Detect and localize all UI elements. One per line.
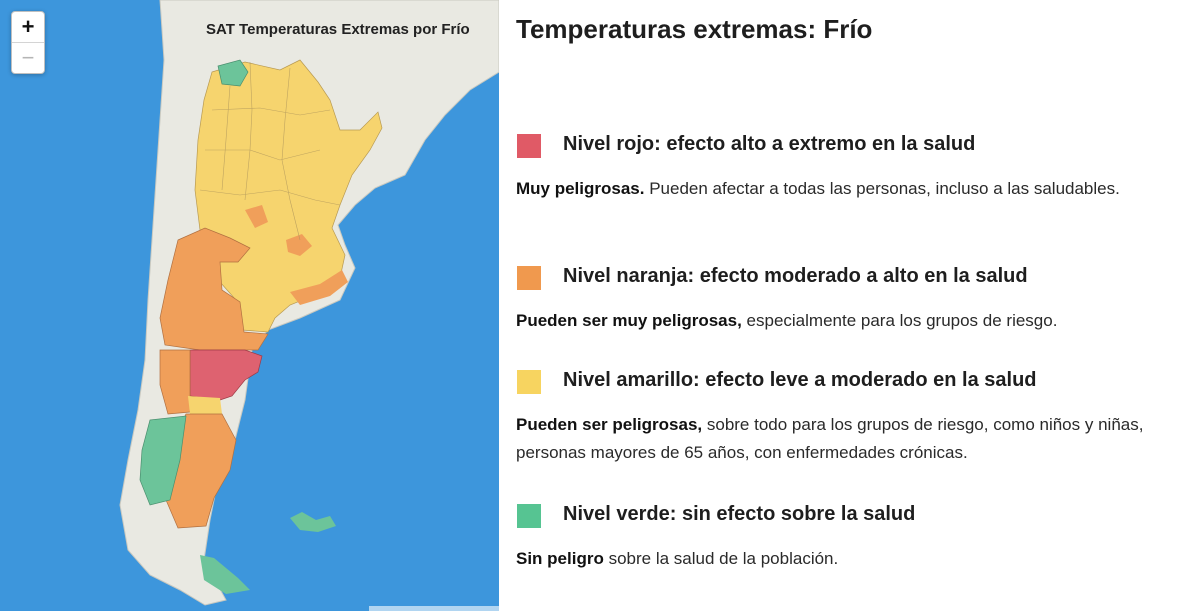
level-orange-title: Nivel naranja: efecto moderado a alto en… — [563, 265, 1028, 287]
region-orange-coast — [290, 270, 348, 305]
level-yellow: Nivel amarillo: efecto leve a moderado e… — [516, 368, 1196, 467]
region-green-tdf — [200, 555, 250, 594]
map-title: SAT Temperaturas Extremas por Frío — [206, 21, 470, 38]
level-green-description: Sin peligro sobre la salud de la poblaci… — [516, 545, 1196, 573]
level-orange-desc-bold: Pueden ser muy peligrosas, — [516, 311, 742, 330]
level-orange: Nivel naranja: efecto moderado a alto en… — [516, 264, 1196, 335]
zoom-control: + − — [11, 11, 45, 74]
region-red — [189, 349, 263, 401]
alert-map[interactable]: + − SAT Temperaturas Extremas por Frío — [0, 0, 499, 611]
zoom-in-button[interactable]: + — [21, 14, 35, 39]
region-green-north — [217, 59, 249, 87]
red-swatch — [517, 134, 541, 158]
level-yellow-title: Nivel amarillo: efecto leve a moderado e… — [563, 369, 1037, 391]
map-attribution-bar — [369, 606, 499, 611]
level-red-description: Muy peligrosas. Pueden afectar a todas l… — [516, 175, 1196, 203]
yellow-swatch — [517, 370, 541, 394]
region-green-west — [139, 415, 187, 506]
level-red-desc-text: Pueden afectar a todas las personas, inc… — [644, 179, 1120, 198]
legend-title: Temperaturas extremas: Frío — [516, 14, 873, 44]
level-green: Nivel verde: sin efecto sobre la salud S… — [516, 502, 1196, 573]
level-red-title: Nivel rojo: efecto alto a extremo en la … — [563, 133, 976, 155]
region-orange-blob — [286, 234, 312, 256]
level-yellow-desc-bold: Pueden ser peligrosas, — [516, 415, 703, 434]
region-orange-patagonia-w — [159, 349, 191, 415]
level-yellow-description: Pueden ser peligrosas, sobre todo para l… — [516, 411, 1196, 467]
region-orange-blob2 — [245, 205, 268, 228]
region-yellow-south — [188, 396, 222, 414]
zoom-out-button[interactable]: − — [12, 42, 44, 73]
region-orange-west — [159, 227, 269, 351]
orange-swatch — [517, 266, 541, 290]
level-red-desc-bold: Muy peligrosas. — [516, 179, 645, 198]
map-canvas[interactable] — [0, 0, 499, 611]
level-green-desc-bold: Sin peligro — [516, 549, 604, 568]
level-yellow-desc-text: sobre todo para los grupos de riesgo, co… — [516, 415, 1144, 462]
level-orange-desc-text: especialmente para los grupos de riesgo. — [741, 311, 1058, 330]
level-green-title: Nivel verde: sin efecto sobre la salud — [563, 503, 916, 525]
level-orange-description: Pueden ser muy peligrosas, especialmente… — [516, 307, 1196, 335]
level-red: Nivel rojo: efecto alto a extremo en la … — [516, 132, 1196, 203]
green-swatch — [517, 504, 541, 528]
legend-panel: Temperaturas extremas: Frío Nivel rojo: … — [516, 0, 1196, 611]
islands — [290, 512, 336, 532]
level-green-desc-text: sobre la salud de la población. — [603, 549, 839, 568]
